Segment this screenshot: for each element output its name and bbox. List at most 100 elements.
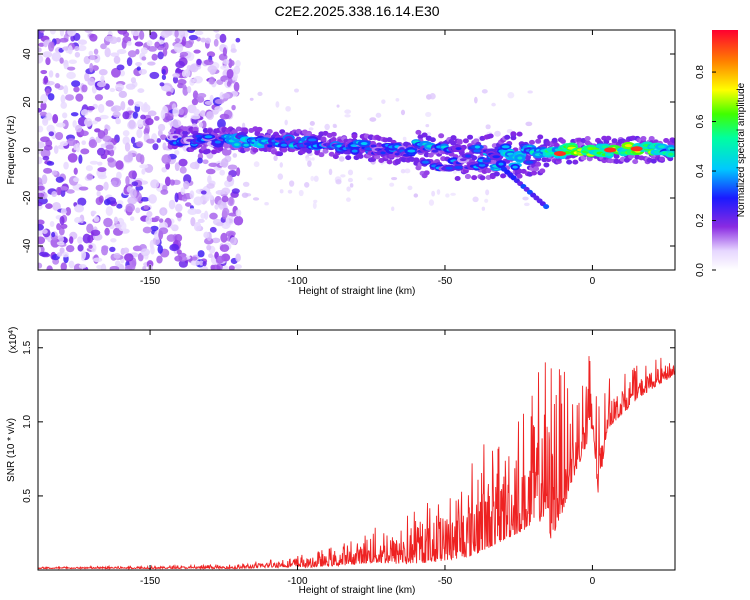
noise-speck (111, 105, 122, 112)
noise-speck (125, 175, 130, 186)
noise-speck (71, 80, 81, 88)
noise-speck (235, 253, 241, 262)
noise-speck (38, 141, 45, 149)
noise-speck (89, 55, 96, 61)
faint-speck (391, 206, 395, 212)
faint-speck (494, 130, 501, 137)
noise-speck (157, 51, 164, 60)
faint-speck (298, 189, 304, 197)
faint-speck (289, 180, 295, 187)
faint-speck (312, 202, 317, 209)
noise-speck (59, 216, 65, 225)
noise-speck (130, 77, 137, 84)
noise-speck (173, 42, 184, 53)
ridge-halo (330, 131, 337, 137)
noise-speck (222, 59, 230, 65)
noise-speck (122, 130, 130, 137)
noise-speck (188, 34, 198, 41)
ridge-tail (543, 204, 550, 210)
noise-speck (176, 249, 182, 255)
noise-speck (150, 179, 160, 189)
colorbar-tick-label: 0.8 (695, 65, 706, 79)
y-tick-label: 1.0 (22, 414, 33, 428)
noise-speck (43, 167, 53, 174)
noise-speck (59, 57, 64, 64)
y-tick-label: 1.5 (22, 340, 33, 354)
noise-speck (115, 160, 124, 170)
noise-speck (126, 41, 132, 46)
noise-speck (105, 144, 114, 150)
snr-series-line (38, 356, 675, 570)
faint-speck (241, 122, 246, 129)
faint-speck (344, 114, 351, 118)
faint-speck (522, 196, 529, 201)
ridge-blob-core (445, 166, 453, 170)
noise-speck (136, 141, 144, 148)
noise-speck (172, 73, 180, 78)
noise-speck (103, 198, 111, 206)
noise-speck (104, 35, 114, 42)
noise-speck (139, 164, 149, 169)
ridge-halo (415, 165, 422, 171)
noise-speck (186, 86, 192, 94)
spectrogram-y-label: Frequency (Hz) (6, 116, 17, 185)
noise-speck (235, 37, 241, 43)
noise-speck (132, 111, 138, 119)
noise-speck (180, 187, 186, 196)
faint-speck (332, 123, 337, 128)
noise-speck (97, 161, 103, 166)
noise-speck (134, 41, 144, 47)
noise-speck (229, 60, 235, 67)
noise-speck (46, 161, 55, 166)
noise-speck (161, 166, 168, 173)
noise-speck (160, 109, 166, 120)
noise-speck (51, 231, 56, 238)
colorbar-tick-label: 0.6 (695, 114, 706, 128)
faint-speck (407, 185, 413, 191)
noise-speck (51, 52, 62, 62)
ridge-halo (242, 127, 249, 133)
noise-speck (51, 170, 58, 176)
noise-speck (146, 138, 155, 144)
noise-speck (73, 167, 78, 175)
ridge-halo (464, 174, 471, 180)
ridge-halo (450, 135, 457, 141)
noise-speck (151, 53, 158, 61)
ridge-halo (528, 139, 535, 145)
faint-speck (429, 93, 436, 100)
noise-speck (38, 149, 42, 155)
noise-speck (130, 136, 136, 144)
ridge-halo (438, 133, 445, 139)
ridge-halo (533, 166, 540, 172)
noise-speck (206, 110, 215, 120)
ridge-halo (640, 136, 647, 142)
noise-speck (43, 75, 49, 84)
faint-speck (294, 88, 300, 93)
noise-speck (59, 30, 65, 37)
faint-speck (277, 173, 284, 180)
noise-speck (109, 265, 120, 270)
noise-speck (98, 195, 104, 203)
noise-speck (46, 265, 53, 270)
noise-speck (112, 111, 121, 118)
noise-speck (98, 69, 108, 76)
noise-speck (206, 244, 212, 251)
noise-speck (219, 91, 224, 101)
noise-speck (232, 153, 238, 158)
noise-speck (38, 177, 43, 186)
faint-speck (308, 127, 314, 131)
ridge-blob-core (214, 140, 221, 144)
noise-speck (75, 124, 83, 133)
ridge-halo (231, 129, 238, 135)
noise-speck (127, 50, 137, 58)
ridge-halo (454, 176, 461, 182)
faint-speck (369, 117, 377, 122)
noise-speck (174, 149, 180, 156)
ridge-halo (386, 137, 393, 143)
colorbar (712, 30, 738, 270)
noise-speck (50, 237, 60, 248)
noise-speck (202, 260, 207, 267)
ridge-halo (357, 153, 364, 159)
ridge-blob-core (380, 151, 386, 155)
noise-speck (78, 264, 87, 269)
